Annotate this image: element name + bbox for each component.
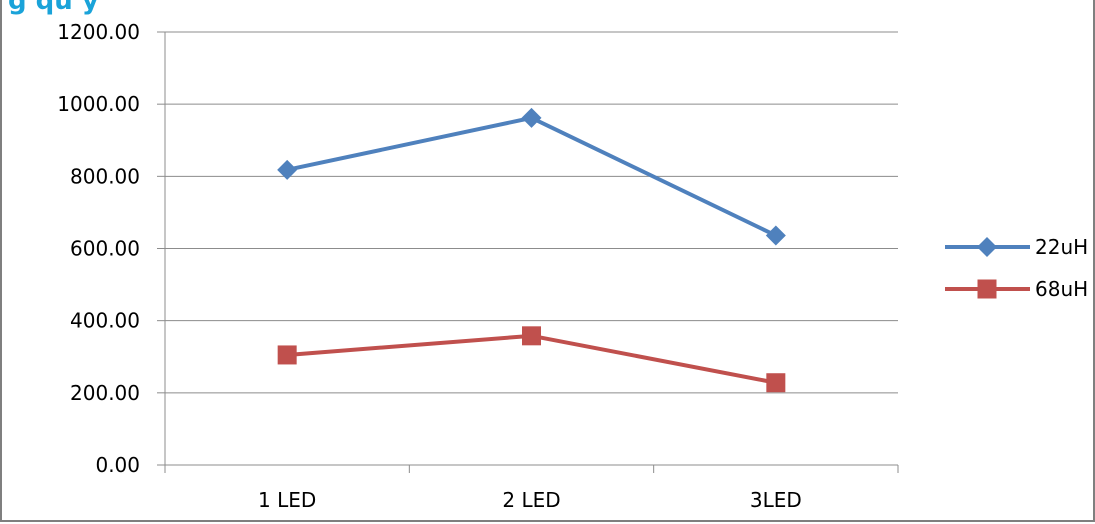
- data-point-68uH-1: [522, 326, 541, 346]
- y-tick-label: 1000.00: [57, 92, 140, 116]
- data-point-68uH-0: [277, 345, 297, 365]
- legend-label: 22uH: [1035, 235, 1088, 259]
- legend-marker-22uH: [977, 237, 997, 257]
- data-point-22uH-1: [521, 107, 542, 128]
- data-point-68uH-2: [766, 373, 786, 393]
- series-layer: [277, 107, 786, 393]
- tick-labels: 0.00 200.00 400.00 600.00 800.00 1000.00 1200.…: [57, 20, 802, 512]
- x-tick-label: 2 LED: [502, 488, 560, 512]
- y-tick-label: 800.00: [70, 164, 140, 188]
- axes: [157, 31, 899, 473]
- data-point-22uH-2: [765, 225, 786, 246]
- y-tick-label: 1200.00: [57, 20, 140, 44]
- legend-marker-68uH: [977, 279, 997, 299]
- legend-label: 68uH: [1035, 277, 1088, 301]
- legend: 22uH 68uH: [945, 235, 1088, 301]
- y-tick-label: 400.00: [70, 309, 140, 333]
- y-tick-label: 600.00: [70, 237, 140, 261]
- chart-title-fragment: g qu y: [8, 0, 99, 16]
- y-tick-label: 200.00: [70, 381, 140, 405]
- y-tick-label: 0.00: [95, 453, 140, 477]
- x-tick-label: 1 LED: [258, 488, 316, 512]
- data-point-22uH-0: [277, 159, 298, 180]
- x-tick-label: 3LED: [750, 488, 802, 512]
